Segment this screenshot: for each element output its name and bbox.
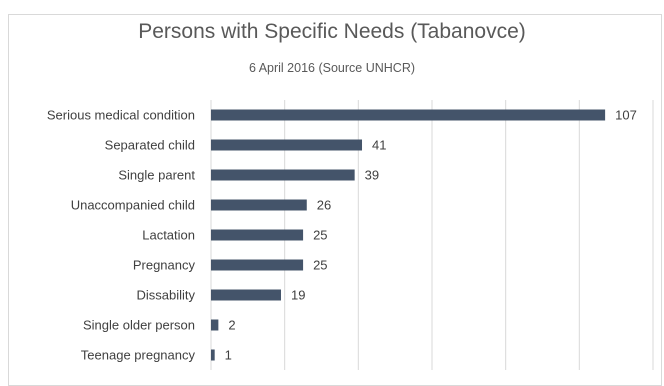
- value-label: 25: [313, 258, 327, 273]
- value-labels: 107 41 39 26 25 25 19 2 1: [225, 108, 637, 363]
- category-label: Single parent: [118, 168, 195, 183]
- value-label: 26: [317, 198, 331, 213]
- bar: [211, 229, 304, 241]
- value-label: 1: [225, 348, 232, 363]
- value-label: 25: [313, 228, 327, 243]
- category-label: Teenage pregnancy: [81, 348, 196, 363]
- category-label: Separated child: [105, 138, 195, 153]
- bar: [211, 169, 355, 181]
- value-label: 19: [291, 288, 305, 303]
- bars: [211, 109, 606, 361]
- category-label: Serious medical condition: [47, 108, 195, 123]
- bar: [211, 349, 215, 361]
- bar: [211, 139, 363, 151]
- bar: [211, 109, 606, 121]
- bar: [211, 319, 219, 331]
- chart-frame: [8, 14, 662, 386]
- value-label: 41: [372, 138, 386, 153]
- value-label: 39: [365, 168, 379, 183]
- category-label: Unaccompanied child: [71, 198, 195, 213]
- bar: [211, 289, 281, 301]
- category-labels: Serious medical condition Separated child…: [47, 108, 196, 363]
- chart-subtitle: 6 April 2016 (Source UNHCR): [248, 61, 416, 75]
- category-label: Dissability: [136, 288, 195, 303]
- bar: [211, 199, 307, 211]
- value-label: 2: [228, 318, 235, 333]
- category-label: Lactation: [142, 228, 195, 243]
- category-label: Pregnancy: [133, 258, 196, 273]
- category-label: Single older person: [83, 318, 195, 333]
- value-label: 107: [615, 108, 637, 123]
- chart-title: Persons with Specific Needs (Tabanovce): [138, 20, 526, 43]
- bar: [211, 259, 304, 271]
